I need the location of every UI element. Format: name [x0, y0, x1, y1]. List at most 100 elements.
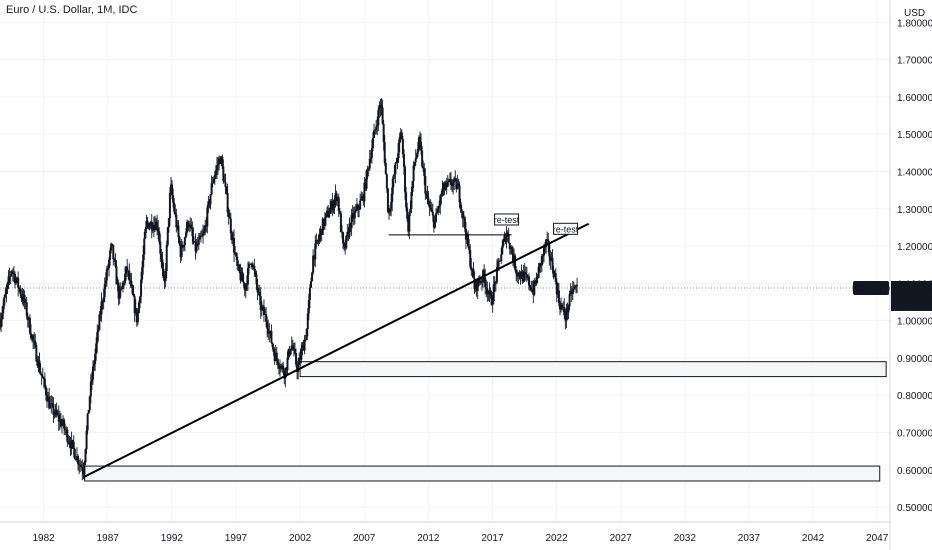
candle-body — [16, 277, 19, 281]
candle-body — [127, 270, 130, 272]
candle-body — [395, 162, 398, 164]
candle-body — [83, 462, 86, 475]
candle-body — [275, 352, 278, 360]
candle-body — [34, 341, 37, 346]
candle-body — [49, 404, 52, 409]
candle-body — [354, 209, 357, 212]
candle-body — [312, 255, 315, 273]
candle-body — [151, 229, 154, 231]
candle-body — [175, 214, 178, 228]
candle-body — [445, 181, 448, 187]
candle-body — [126, 266, 129, 271]
candle-body — [197, 239, 200, 245]
candle-body — [191, 228, 194, 237]
candle-body — [484, 277, 487, 288]
candle-body — [495, 266, 498, 283]
candle-body — [337, 197, 340, 212]
candle-body — [368, 159, 371, 169]
annotation-box[interactable] — [553, 222, 579, 235]
candle-body — [207, 201, 210, 208]
symbol-tag-bg — [853, 280, 889, 295]
candle-body — [566, 308, 569, 313]
candle-body — [269, 331, 272, 332]
candle-body — [340, 231, 343, 233]
candle-body — [20, 294, 23, 297]
candle-body — [324, 213, 327, 218]
candle-body — [160, 253, 163, 260]
candle-body — [196, 244, 199, 245]
time-axis-tick-label: 1982 — [32, 533, 55, 544]
candle-body — [97, 329, 100, 333]
candle-body — [532, 288, 535, 295]
candle-body — [364, 182, 367, 189]
candle-body — [565, 308, 568, 321]
candle-body — [339, 213, 342, 232]
candle-body — [331, 201, 334, 211]
support-zone[interactable] — [299, 361, 887, 378]
candle-body — [129, 280, 132, 282]
candle-body — [516, 273, 519, 277]
candle-body — [190, 224, 193, 229]
candle-body — [318, 234, 321, 240]
candle-body — [146, 220, 149, 224]
candle-body — [252, 265, 255, 267]
candle-body — [489, 290, 492, 295]
price-axis-tick-label: 0.80000 — [897, 391, 932, 402]
candle-body — [10, 271, 13, 274]
candle-body — [436, 212, 439, 214]
candle-body — [521, 271, 524, 282]
candle-body — [229, 218, 232, 234]
trendline[interactable] — [82, 222, 590, 479]
candle-body — [288, 349, 291, 355]
candle-body — [542, 246, 545, 256]
candle-body — [21, 296, 24, 301]
candle-body — [164, 270, 167, 282]
candle-body — [84, 449, 87, 463]
candle-body — [410, 191, 413, 209]
candle-body — [571, 288, 574, 295]
annotation-box[interactable] — [494, 213, 520, 226]
time-axis-tick-label: 2042 — [802, 533, 825, 544]
candle-body — [407, 218, 410, 232]
candle-body — [447, 179, 450, 182]
candle-body — [282, 365, 285, 373]
candle-body — [488, 290, 491, 294]
candle-body — [182, 244, 185, 248]
candle-body — [475, 280, 478, 291]
candle-body — [227, 212, 230, 217]
time-axis-tick-label: 2012 — [417, 533, 440, 544]
candle-body — [121, 282, 124, 288]
candle-body — [379, 105, 382, 108]
candle-body — [162, 268, 165, 278]
candle-body — [116, 282, 119, 285]
candle-body — [215, 165, 218, 171]
candle-body — [485, 287, 488, 289]
candle-body — [413, 162, 416, 166]
time-axis-tick-label: 2027 — [610, 533, 633, 544]
annotation-label: re-test — [494, 215, 520, 225]
candle-body — [102, 297, 105, 303]
candle-body — [558, 303, 561, 310]
candle-body — [466, 234, 469, 240]
candle-body — [205, 225, 208, 227]
candle-body — [309, 281, 312, 288]
candle-body — [22, 295, 25, 301]
candle-body — [497, 261, 500, 267]
candle-body — [56, 414, 59, 416]
candle-body — [169, 184, 172, 193]
candle-body — [460, 209, 463, 212]
candle-body — [46, 395, 49, 402]
candle-body — [266, 321, 269, 329]
candle-body — [396, 157, 399, 163]
candle-body — [545, 239, 548, 248]
price-axis-tick-label: 1.00000 — [897, 317, 932, 328]
candle-body — [63, 419, 66, 429]
candle-body — [228, 216, 231, 219]
candle-body — [435, 213, 438, 222]
candle-body — [237, 264, 240, 266]
support-zone[interactable] — [84, 465, 881, 482]
candle-body — [355, 204, 358, 210]
candle-body — [137, 302, 140, 313]
candle-body — [251, 263, 254, 267]
